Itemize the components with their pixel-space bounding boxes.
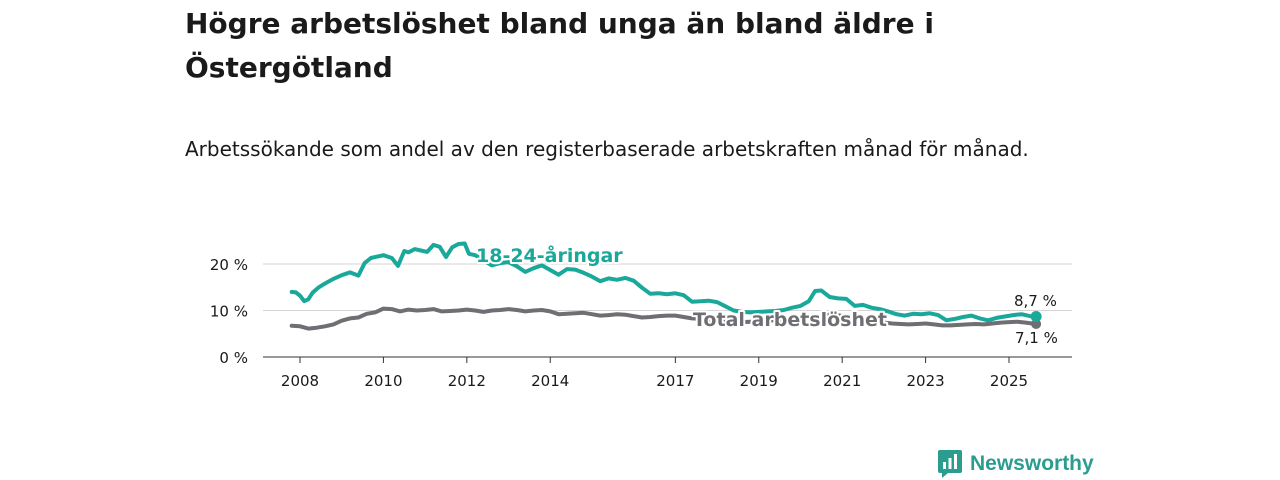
x-tick-label: 2014 (531, 372, 569, 390)
x-tick-label: 2008 (281, 372, 319, 390)
axes: 0 % 10 % 20 % 2008 2010 2012 2014 2017 2019 2021 2… (210, 256, 1072, 390)
end-value-label-18-24: 8,7 % (1014, 292, 1057, 310)
x-tick-label: 2023 (906, 372, 944, 390)
x-tick-label: 2010 (364, 372, 402, 390)
y-tick-label: 20 % (210, 256, 248, 274)
series-lines (289, 241, 1042, 331)
chart-title: Högre arbetslöshet bland unga än bland ä… (185, 7, 934, 84)
series-line-18-24 (289, 241, 1039, 323)
end-point-18-24 (1030, 311, 1042, 323)
series-line-total (289, 306, 1039, 331)
end-point-total (1031, 318, 1042, 329)
end-value-label-total: 7,1 % (1015, 329, 1058, 347)
x-tick-label: 2017 (656, 372, 694, 390)
x-tick-label: 2019 (740, 372, 778, 390)
gridlines (263, 263, 1072, 311)
chart-subtitle: Arbetssökande som andel av den registerb… (185, 137, 1029, 161)
newsworthy-logo-icon (938, 450, 962, 478)
newsworthy-logo[interactable]: Newsworthy (937, 449, 1094, 479)
x-tick-label: 2025 (990, 372, 1028, 390)
x-tick-label: 2012 (448, 372, 486, 390)
x-tick-label: 2021 (823, 372, 861, 390)
series-label-18-24: 18-24-åringar (476, 243, 623, 267)
y-tick-label: 0 % (219, 349, 248, 367)
series-labels: 18-24-åringar Total arbetslöshet 8,7 % 7,1 … (474, 241, 1059, 349)
series-label-total: Total arbetslöshet (693, 309, 887, 331)
logo-text: Newsworthy (970, 452, 1094, 475)
y-tick-label: 10 % (210, 303, 248, 321)
